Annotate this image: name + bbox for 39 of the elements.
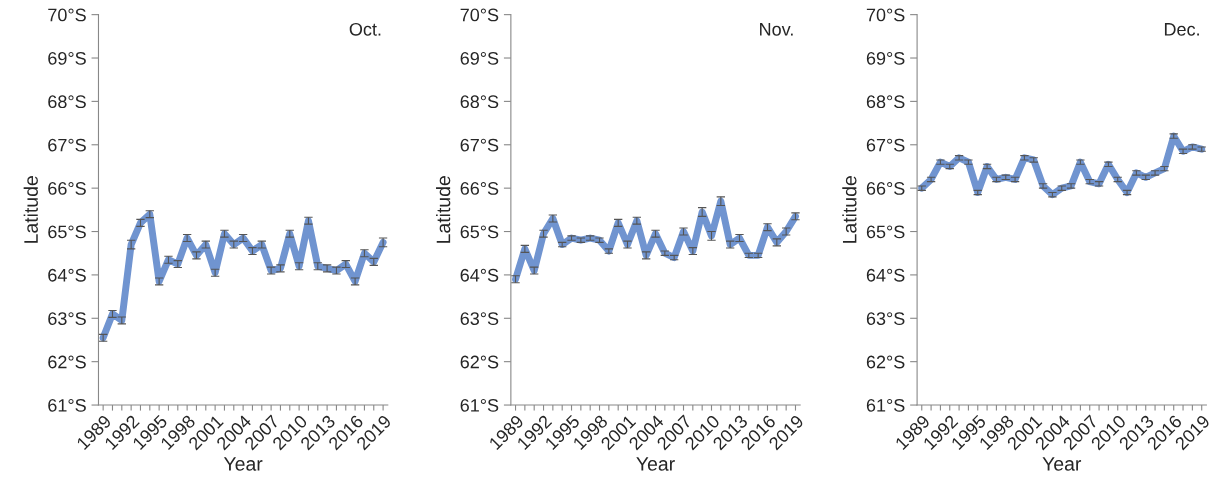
y-axis-title: Latitude bbox=[23, 176, 38, 243]
y-tick-label: 67°S bbox=[460, 138, 499, 152]
x-axis-title: Year bbox=[223, 457, 263, 471]
y-axis-title: Latitude bbox=[436, 176, 451, 243]
y-tick-label: 62°S bbox=[460, 355, 499, 369]
y-tick-label: 69°S bbox=[866, 51, 905, 65]
y-tick-label: 66°S bbox=[460, 182, 499, 195]
y-tick-label: 63°S bbox=[460, 312, 499, 325]
y-tick-label: 63°S bbox=[866, 312, 905, 325]
y-tick-label: 65°S bbox=[460, 225, 499, 239]
y-tick-label: 68°S bbox=[460, 95, 499, 109]
y-tick-label: 70°S bbox=[866, 8, 905, 22]
x-axis-title: Year bbox=[1042, 457, 1082, 471]
y-tick-label: 67°S bbox=[866, 138, 905, 152]
chart-title: Oct. bbox=[349, 22, 381, 36]
y-tick-label: 66°S bbox=[866, 182, 905, 195]
y-tick-label: 66°S bbox=[48, 182, 86, 195]
y-tick-label: 69°S bbox=[48, 51, 86, 65]
y-tick-label: 69°S bbox=[460, 51, 499, 65]
x-axis-title: Year bbox=[636, 457, 675, 471]
y-tick-label: 62°S bbox=[48, 355, 86, 369]
y-tick-label: 63°S bbox=[48, 312, 86, 325]
y-tick-label: 61°S bbox=[866, 398, 905, 412]
y-tick-label: 67°S bbox=[48, 138, 86, 152]
y-axis-title: Latitude bbox=[842, 176, 857, 243]
y-tick-label: 65°S bbox=[48, 225, 86, 239]
chart-title: Dec. bbox=[1164, 23, 1199, 36]
y-tick-label: 61°S bbox=[48, 398, 86, 412]
y-tick-label: 68°S bbox=[48, 95, 86, 109]
y-tick-label: 68°S bbox=[866, 95, 905, 109]
chart-title: Nov. bbox=[760, 23, 793, 36]
y-tick-label: 61°S bbox=[460, 398, 499, 412]
y-tick-label: 64°S bbox=[48, 268, 86, 282]
y-tick-label: 62°S bbox=[866, 355, 905, 369]
y-tick-label: 70°S bbox=[460, 8, 499, 22]
y-tick-label: 65°S bbox=[866, 225, 905, 239]
y-tick-label: 64°S bbox=[460, 268, 499, 282]
y-tick-label: 70°S bbox=[48, 8, 86, 22]
y-tick-label: 64°S bbox=[866, 268, 905, 282]
